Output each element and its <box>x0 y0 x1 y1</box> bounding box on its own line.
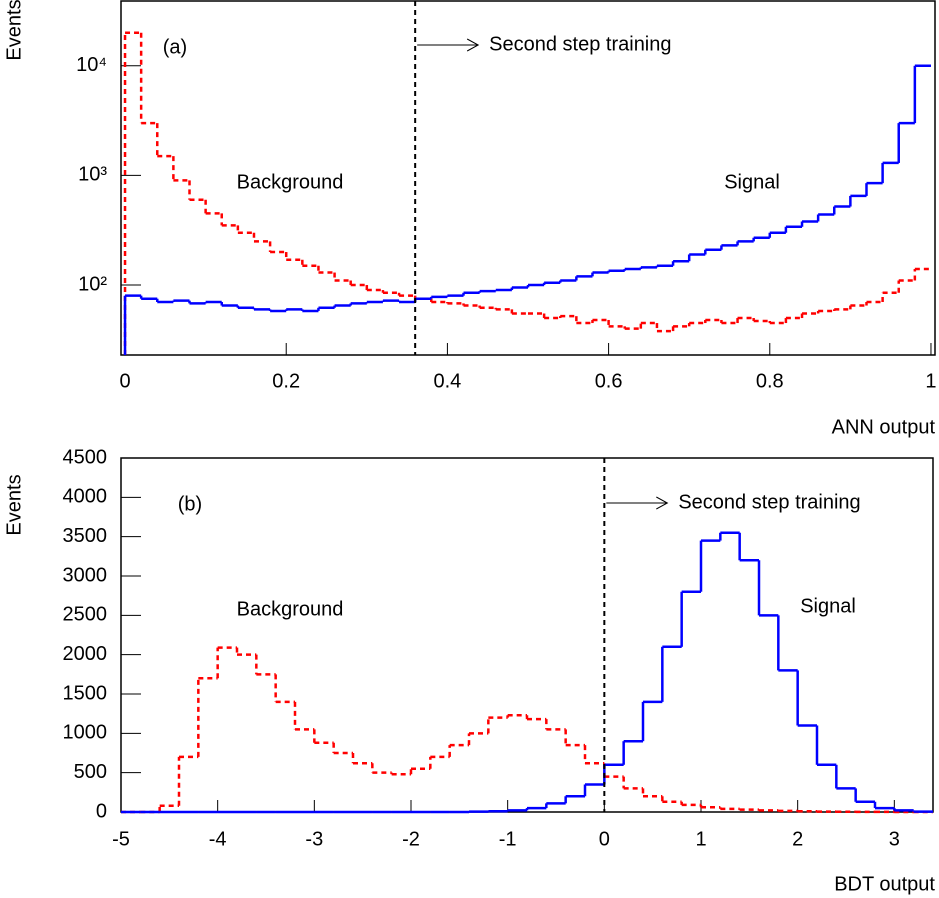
y-tick-label: 500 <box>74 761 107 783</box>
y-tick-label: 10² <box>78 273 107 295</box>
y-tick-label: 1000 <box>63 722 108 744</box>
x-tick-label: 0 <box>599 828 610 850</box>
x-tick-label: 0.2 <box>272 370 300 392</box>
annotation: Second step training <box>678 491 860 513</box>
arrow-head <box>656 496 669 510</box>
panel-label: (b) <box>178 493 202 515</box>
series-label: Background <box>237 598 344 620</box>
annotation: Second step training <box>489 33 671 55</box>
x-tick-label: 3 <box>889 828 900 850</box>
x-tick-label: -2 <box>402 828 420 850</box>
y-axis-label: Events <box>3 474 25 535</box>
x-tick-label: 2 <box>792 828 803 850</box>
x-tick-label: -3 <box>305 828 323 850</box>
y-tick-label: 10⁴ <box>76 54 107 76</box>
y-tick-label: 2000 <box>63 643 108 665</box>
x-axis-label: ANN output <box>832 416 936 438</box>
y-tick-label: 3500 <box>63 525 108 547</box>
y-tick-label: 4500 <box>63 446 108 468</box>
x-tick-label: -5 <box>112 828 130 850</box>
x-tick-label: 1 <box>695 828 706 850</box>
plot-frame <box>120 457 934 813</box>
y-tick-label: 4000 <box>63 486 108 508</box>
x-tick-label: -1 <box>499 828 517 850</box>
y-axis-label: Events <box>3 0 25 61</box>
series-label: Signal <box>800 595 856 617</box>
x-tick-label: 0.4 <box>433 370 461 392</box>
x-tick-label: 0.6 <box>595 370 623 392</box>
y-tick-label: 0 <box>96 800 107 822</box>
x-tick-label: 1 <box>925 370 936 392</box>
y-tick-label: 3000 <box>63 564 108 586</box>
panel-label: (a) <box>163 36 187 58</box>
series-label: Signal <box>724 171 780 193</box>
arrow-head <box>466 38 480 52</box>
y-tick-label: 10³ <box>78 164 107 186</box>
y-tick-label: 2500 <box>63 604 108 626</box>
x-axis-label: BDT output <box>834 873 935 895</box>
y-tick-label: 1500 <box>63 682 108 704</box>
x-tick-label: 0.8 <box>756 370 784 392</box>
x-tick-label: -4 <box>209 828 227 850</box>
plot-frame <box>120 0 936 356</box>
series-label: Background <box>237 171 344 193</box>
x-tick-label: 0 <box>119 370 130 392</box>
